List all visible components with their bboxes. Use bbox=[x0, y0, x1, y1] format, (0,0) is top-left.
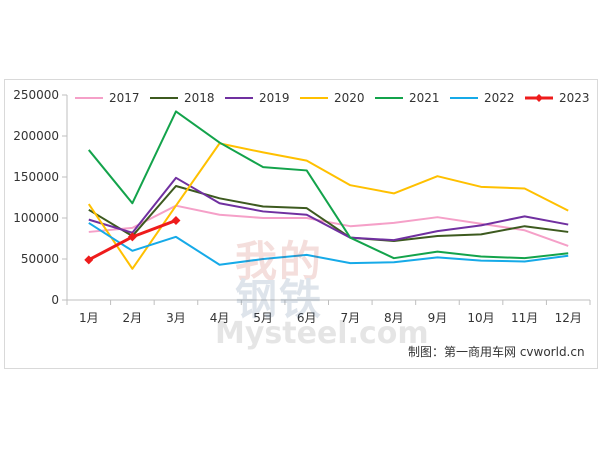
x-tick-label: 10月 bbox=[467, 311, 494, 325]
legend-label-2022: 2022 bbox=[484, 91, 515, 105]
legend-label-2021: 2021 bbox=[409, 91, 440, 105]
series-line-2019 bbox=[88, 176, 569, 242]
x-tick-label: 4月 bbox=[210, 311, 230, 325]
series-line-2021 bbox=[88, 110, 569, 260]
legend-label-2017: 2017 bbox=[109, 91, 140, 105]
x-tick-label: 3月 bbox=[166, 311, 186, 325]
x-tick-label: 2月 bbox=[123, 311, 143, 325]
x-tick-label: 7月 bbox=[340, 311, 360, 325]
series-line-2020 bbox=[87, 142, 569, 270]
x-tick-label: 11月 bbox=[511, 311, 538, 325]
y-tick-label: 100000 bbox=[13, 211, 59, 225]
chart-frame: 0 50000 100000 150000 200000 250000 1月 2月 3月 4月 5月… bbox=[4, 79, 598, 369]
x-tick-label: 5月 bbox=[253, 311, 273, 325]
legend-label-2020: 2020 bbox=[334, 91, 365, 105]
y-tick-label: 150000 bbox=[13, 170, 59, 184]
y-tick-label: 200000 bbox=[13, 129, 59, 143]
legend-label-2018: 2018 bbox=[184, 91, 215, 105]
x-tick-label: 1月 bbox=[79, 311, 99, 325]
legend-label-2019: 2019 bbox=[259, 91, 290, 105]
data-point-2023 bbox=[127, 232, 137, 242]
chart-credit: 制图：第一商用车网 cvworld.cn bbox=[408, 345, 585, 359]
legend-marker-2023 bbox=[535, 94, 543, 102]
series-lines bbox=[84, 110, 569, 270]
series-line-2018 bbox=[88, 185, 569, 242]
series-line-2022 bbox=[88, 222, 569, 266]
legend: 2017 2018 2019 2020 2021 2022 2023 bbox=[75, 91, 590, 105]
x-tick-label: 6月 bbox=[297, 311, 317, 325]
x-tick-label: 9月 bbox=[428, 311, 448, 325]
y-tick-label: 250000 bbox=[13, 88, 59, 102]
line-chart: 0 50000 100000 150000 200000 250000 1月 2月 3月 4月 5月… bbox=[13, 88, 591, 325]
data-point-2023 bbox=[171, 215, 181, 225]
axes: 0 50000 100000 150000 200000 250000 1月 2月 3月 4月 5月… bbox=[13, 88, 591, 325]
x-tick-label: 8月 bbox=[384, 311, 404, 325]
x-tick-label: 12月 bbox=[555, 311, 582, 325]
y-tick-label: 50000 bbox=[21, 252, 59, 266]
legend-label-2023: 2023 bbox=[559, 91, 590, 105]
y-tick-label: 0 bbox=[51, 293, 59, 307]
data-point-2023 bbox=[84, 255, 94, 265]
